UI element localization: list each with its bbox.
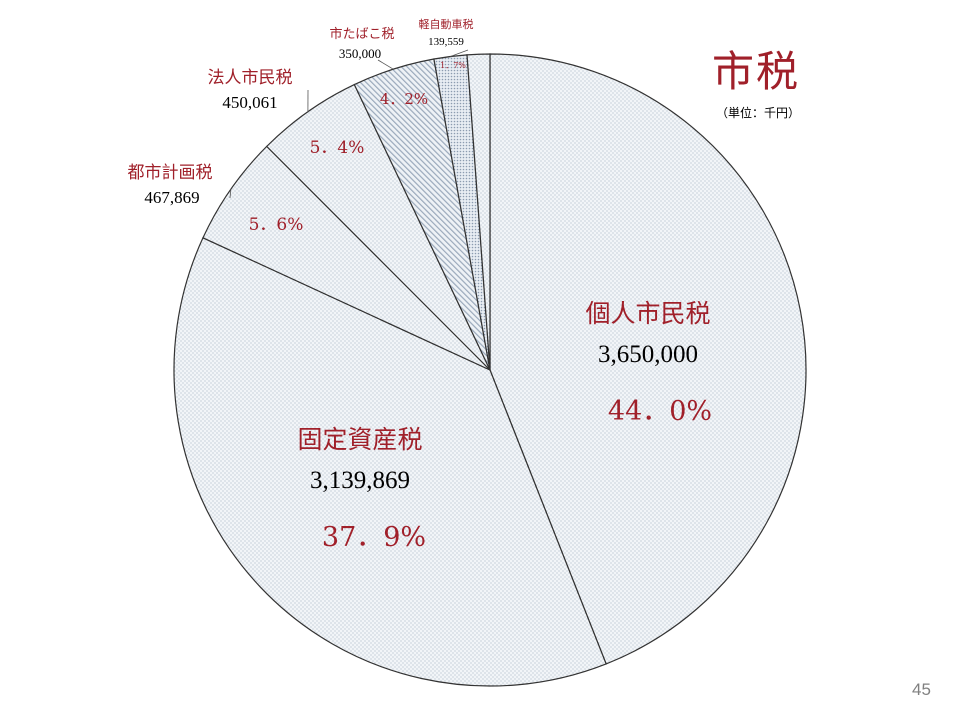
slice-name-label: 個人市民税 [585, 299, 710, 328]
slice-percent-label: 5．6% [249, 215, 304, 235]
slice-percent-label: 1．7% [440, 61, 466, 70]
pie-slices [173, 53, 807, 687]
slice-value-label: 139,559 [428, 36, 464, 48]
slice-percent-label: 44．0% [608, 396, 712, 427]
slice-value-label: 3,139,869 [310, 467, 410, 494]
slice-value-label: 467,869 [144, 188, 199, 207]
slice-name-label: 法人市民税 [208, 68, 293, 88]
slice-value-label: 350,000 [339, 46, 381, 61]
slice-percent-label: 37．9% [322, 522, 426, 553]
leader-line [450, 49, 469, 57]
slice-value-label: 450,061 [222, 93, 277, 112]
slice-value-label: 3,650,000 [598, 341, 698, 368]
slice-name-label: 軽自動車税 [419, 17, 474, 31]
slice-name-label: 都市計画税 [128, 163, 213, 183]
leader-line [377, 59, 394, 70]
slice-percent-label: 4．2% [380, 90, 428, 108]
leader-lines [229, 49, 469, 199]
pie-slice-1 [489, 53, 807, 665]
pie-slice-2 [173, 236, 607, 687]
slice-percent-label: 5．4% [310, 138, 365, 158]
slice-labels: 個人市民税 3,650,000 44．0% 固定資産税 3,139,869 37．9% 都市… [128, 17, 713, 553]
page-number: 45 [912, 680, 931, 699]
slice-name-label: 市たばこ税 [329, 26, 394, 42]
leader-line [229, 189, 232, 199]
unit-note: （単位：千円） [716, 106, 801, 120]
slice-name-label: 固定資産税 [297, 425, 422, 454]
pie-slice-7 [466, 53, 491, 371]
chart-title: 市税 [712, 47, 801, 96]
